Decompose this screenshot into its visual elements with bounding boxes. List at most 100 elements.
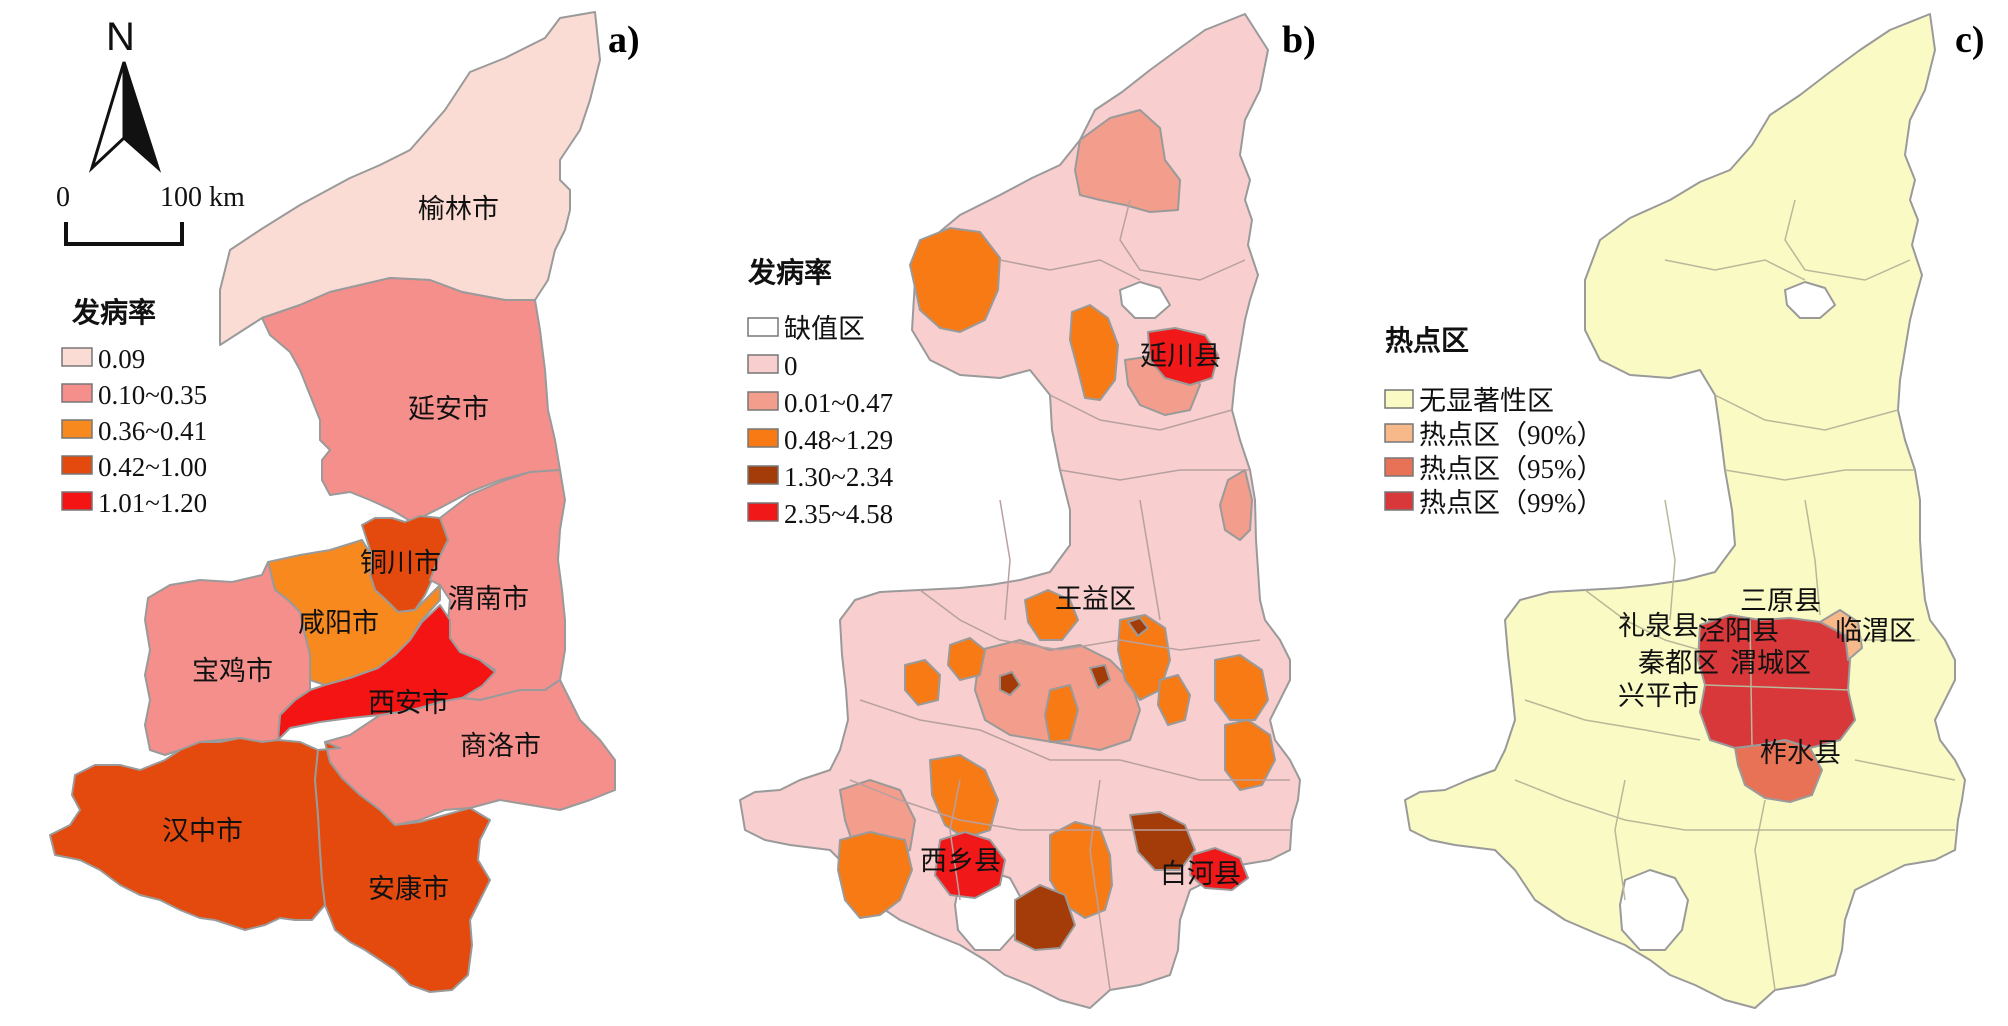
- panel-c-missing-south: [1619, 869, 1689, 951]
- label-xingping: 兴平市: [1618, 681, 1699, 712]
- label-zhashui: 柞水县: [1760, 738, 1841, 769]
- legend-swatch: [61, 347, 93, 367]
- label-wangyi: 王益区: [1055, 584, 1136, 615]
- label-linwei: 临渭区: [1835, 616, 1916, 647]
- panel-a: a) N 0 100 km 榆林市 延安市 铜川市: [49, 11, 640, 993]
- legend-label: 0.10~0.35: [98, 380, 207, 410]
- label-weicheng: 渭城区: [1730, 648, 1811, 679]
- panel-b-missing-north: [1119, 281, 1171, 319]
- panel-b-area-brown-1: [1127, 617, 1149, 637]
- label-ankang: 安康市: [368, 874, 449, 905]
- legend-label: 热点区（99%）: [1419, 488, 1604, 518]
- north-letter: N: [106, 15, 135, 59]
- scale-distance: 100 km: [160, 182, 245, 213]
- panel-c-missing-north: [1784, 281, 1836, 319]
- region-hanzhong: [49, 737, 326, 931]
- panel-b-area-west-orange: [909, 227, 1001, 333]
- legend-a-title: 发病率: [71, 296, 156, 329]
- label-qindu: 秦都区: [1638, 648, 1719, 679]
- panel-c-hotspot-99: [1697, 614, 1856, 749]
- panel-b-area-central-orange-1: [1024, 589, 1079, 641]
- legend-swatch: [747, 391, 779, 411]
- panel-b-area-red-baihe: [1189, 847, 1249, 891]
- label-tongchuan: 铜川市: [360, 548, 441, 579]
- label-xianyang: 咸阳市: [298, 608, 379, 639]
- legend-label: 0.09: [98, 344, 145, 374]
- panel-b-area-south-orange-1: [1044, 684, 1079, 743]
- legend-a: 发病率 0.09 0.10~0.35 0.36~0.41 0.42~1.00 1.01~…: [61, 296, 207, 518]
- panel-b-area-brown-2: [999, 671, 1021, 696]
- label-yanan: 延安市: [408, 394, 489, 425]
- panel-c-hotspot-90: [1819, 609, 1863, 661]
- region-ankang: [314, 741, 491, 993]
- panel-c-province-base: [1404, 13, 1966, 1009]
- legend-swatch: [747, 465, 779, 485]
- label-liquan: 礼泉县: [1618, 611, 1699, 642]
- legend-swatch: [1384, 491, 1414, 511]
- legend-label: 热点区（95%）: [1419, 454, 1604, 484]
- label-jingyang: 泾阳县: [1698, 616, 1779, 647]
- legend-swatch: [1384, 389, 1414, 409]
- legend-label: 1.01~1.20: [98, 488, 207, 518]
- legend-label: 0.42~1.00: [98, 452, 207, 482]
- panel-b-area-hanzhong-orange: [837, 831, 913, 919]
- label-yanchuan: 延川县: [1140, 341, 1221, 372]
- legend-swatch: [61, 455, 93, 475]
- scale-bar-line: [64, 222, 184, 246]
- panel-b-area-west-orange-2: [904, 659, 941, 706]
- legend-label: 无显著性区: [1419, 386, 1554, 416]
- panel-c: c) 三原县 礼泉县: [1384, 13, 1985, 1009]
- panel-c-county-boundaries: [1514, 199, 1956, 991]
- region-baoji: [144, 561, 311, 756]
- panel-b-area-east-salmon: [1219, 469, 1253, 541]
- label-weinan: 渭南市: [448, 584, 529, 615]
- legend-swatch: [61, 491, 93, 511]
- north-arrow-right-half: [122, 61, 162, 173]
- panel-b-area-brown-3: [1089, 664, 1111, 689]
- legend-b: 发病率 缺值区 0 0.01~0.47 0.48~1.29 1.30~2.34 2.35~…: [747, 256, 894, 529]
- panel-b: b): [739, 13, 1316, 1009]
- legend-label: 1.30~2.34: [784, 462, 894, 492]
- scale-zero: 0: [56, 182, 70, 213]
- region-xian: [277, 604, 496, 741]
- label-xixiang: 西乡县: [920, 846, 1001, 877]
- north-arrow-left-half: [88, 61, 126, 173]
- scale-bar: 0 100 km: [56, 182, 245, 246]
- legend-c-title: 热点区: [1385, 324, 1469, 357]
- label-xian: 西安市: [368, 688, 449, 719]
- panel-b-province-base: [739, 13, 1301, 1009]
- legend-label: 0.48~1.29: [784, 425, 893, 455]
- panel-b-area-north-orange: [1069, 304, 1119, 401]
- panel-b-area-central-orange-3: [1157, 674, 1191, 726]
- legend-label: 缺值区: [784, 314, 865, 344]
- legend-swatch: [61, 383, 93, 403]
- label-baihe: 白河县: [1160, 859, 1241, 890]
- region-yanan: [261, 277, 561, 523]
- legend-label: 0.01~0.47: [784, 388, 893, 418]
- label-hanzhong: 汉中市: [162, 816, 243, 847]
- panel-b-area-brown-south: [1014, 884, 1076, 951]
- legend-label: 0: [784, 351, 798, 381]
- panel-b-area-east-orange-1: [1214, 654, 1269, 721]
- label-baoji: 宝鸡市: [192, 656, 273, 687]
- panel-c-hotspot-95: [1734, 739, 1823, 803]
- legend-label: 2.35~4.58: [784, 499, 893, 529]
- legend-swatch: [61, 419, 93, 439]
- legend-swatch: [747, 354, 779, 374]
- legend-swatch: [747, 502, 779, 522]
- panel-b-area-north-salmon: [1074, 109, 1181, 213]
- panel-a-label: a): [608, 19, 640, 61]
- label-shangluo: 商洛市: [460, 731, 541, 762]
- panel-b-area-east-orange-2: [1224, 719, 1276, 791]
- legend-label: 热点区（90%）: [1419, 420, 1604, 450]
- legend-swatch: [747, 317, 779, 337]
- panel-b-county-boundaries: [849, 199, 1290, 991]
- label-yulin: 榆林市: [418, 194, 499, 225]
- legend-label: 0.36~0.41: [98, 416, 207, 446]
- panel-b-area-hanzhong-orange-2: [929, 754, 999, 839]
- panel-b-label: b): [1282, 19, 1316, 61]
- legend-swatch: [1384, 457, 1414, 477]
- panel-b-area-red-yanchuan: [1147, 327, 1219, 386]
